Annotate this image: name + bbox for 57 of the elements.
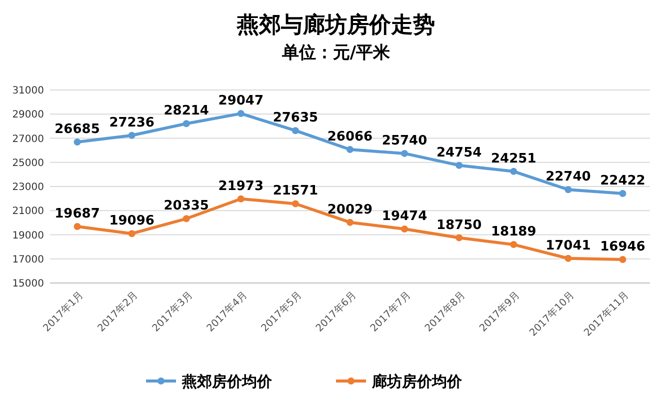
point	[456, 162, 463, 169]
data-label: 26685	[54, 122, 100, 138]
data-label: 18750	[436, 218, 482, 233]
point	[292, 200, 299, 208]
data-label: 20335	[164, 198, 209, 214]
point	[292, 127, 299, 134]
y-tick-label: 29000	[12, 110, 44, 121]
data-label: 27635	[272, 110, 318, 126]
data-label: 26066	[327, 130, 373, 145]
point	[510, 241, 518, 248]
data-label: 22740	[546, 170, 591, 185]
data-label: 17041	[546, 238, 591, 254]
legend-label: 燕郊房价均价	[181, 372, 273, 390]
data-label: 20029	[327, 202, 373, 218]
data-label: 18189	[491, 224, 536, 240]
data-label: 16946	[600, 240, 646, 255]
y-tick-label: 21000	[12, 206, 44, 218]
data-label: 24754	[436, 145, 482, 160]
data-label: 19474	[382, 209, 428, 224]
data-label: 22422	[600, 173, 646, 188]
data-label: 29047	[218, 94, 264, 109]
chart-title: 燕郊与廊坊房价走势	[236, 12, 435, 38]
y-tick-label: 27000	[12, 134, 44, 145]
chart-subtitle: 单位：元/平米	[280, 43, 392, 63]
point	[564, 254, 572, 262]
y-tick-label: 31000	[12, 86, 44, 96]
point	[401, 150, 408, 157]
point	[237, 195, 244, 202]
point	[128, 230, 136, 238]
point	[346, 146, 354, 154]
data-label: 19096	[109, 214, 154, 229]
y-tick-label: 19000	[12, 230, 44, 242]
y-tick-label: 23000	[12, 182, 44, 193]
point	[182, 120, 190, 128]
y-tick-label: 17000	[12, 254, 44, 266]
point	[564, 186, 572, 194]
point	[74, 222, 81, 230]
y-tick-label: 15000	[12, 278, 44, 290]
point	[401, 226, 408, 233]
point	[237, 110, 244, 118]
data-label: 24251	[491, 151, 536, 166]
point	[74, 138, 81, 146]
data-label: 27236	[109, 115, 154, 130]
point	[619, 256, 626, 264]
point	[182, 215, 190, 222]
point	[128, 132, 136, 139]
point	[619, 190, 626, 197]
point	[456, 234, 463, 242]
point	[346, 218, 354, 226]
data-label: 28214	[164, 104, 209, 119]
y-tick-label: 25000	[12, 158, 44, 169]
data-label: 25740	[382, 133, 428, 148]
legend-label: 廊坊房价均价	[371, 372, 463, 390]
data-label: 21571	[272, 184, 318, 199]
point	[510, 168, 518, 175]
data-label: 21973	[218, 178, 264, 194]
data-label: 19687	[54, 206, 100, 222]
